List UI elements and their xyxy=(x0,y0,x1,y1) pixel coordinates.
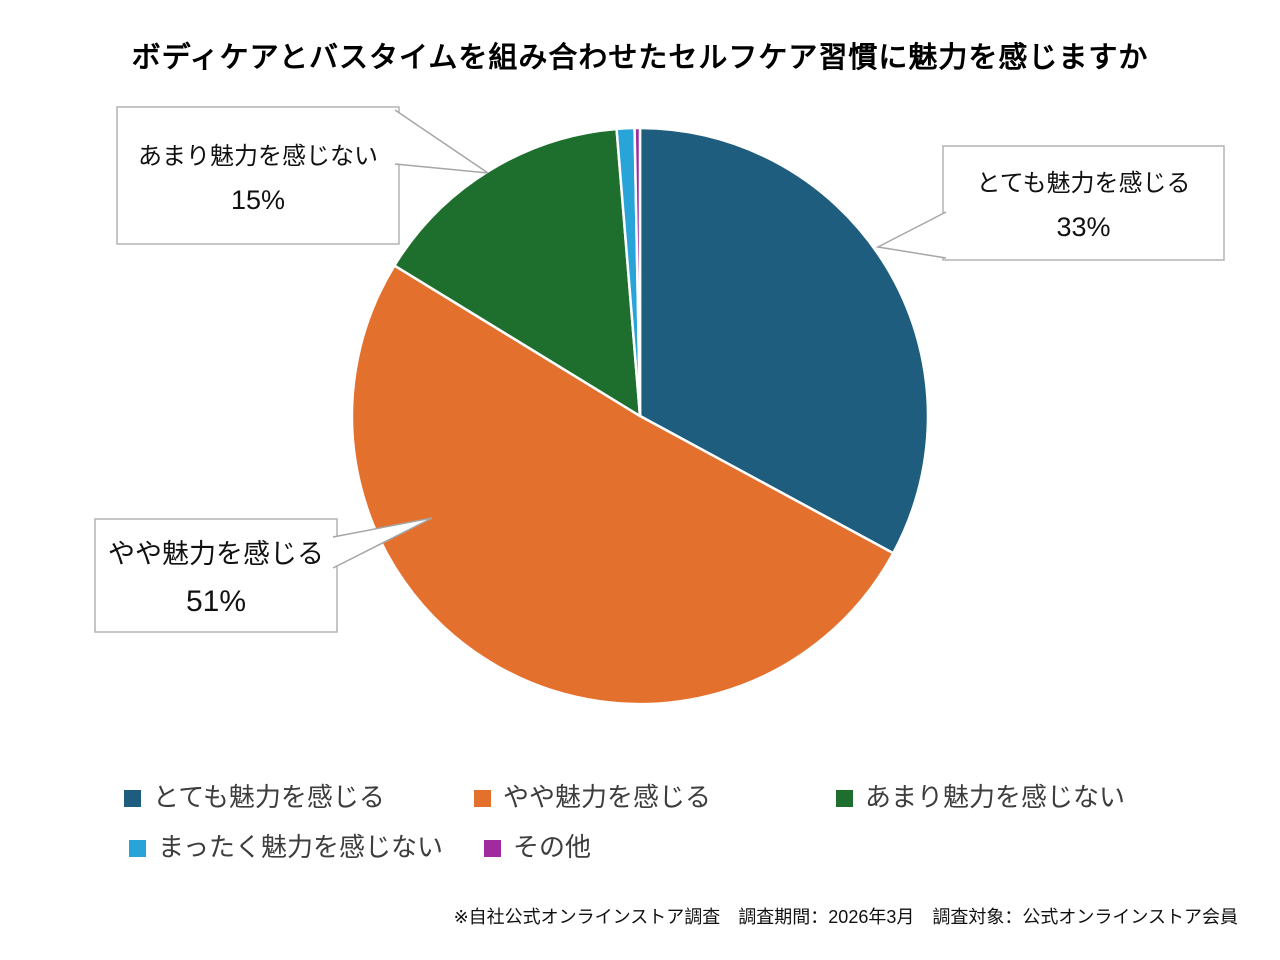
legend-label: まったく魅力を感じない xyxy=(158,832,443,862)
pie xyxy=(350,126,930,706)
callout-pointer-outline xyxy=(394,109,489,174)
legend-item-not-at-all-appealing: まったく魅力を感じない xyxy=(129,832,443,862)
pie-slice-0 xyxy=(638,126,930,555)
callout-pointer-very-appealing xyxy=(878,212,946,258)
callout-box-very-appealing xyxy=(942,145,1225,261)
pie-slice-1 xyxy=(350,264,895,706)
callout-boxes xyxy=(94,106,1225,633)
callout-pointer-outline xyxy=(332,517,433,569)
legend-swatch xyxy=(836,789,853,807)
legend-item-very-appealing: とても魅力を感じる xyxy=(124,782,385,812)
callout-box-somewhat-appealing xyxy=(94,518,338,633)
callout-label: やや魅力を感じる xyxy=(108,539,324,569)
legend-swatch xyxy=(484,839,501,857)
callout-value: 33% xyxy=(1056,212,1111,242)
callout-somewhat-appealing: やや魅力を感じる 51% xyxy=(95,519,337,632)
legend-item-other: その他 xyxy=(484,832,591,862)
callout-label: あまり魅力を感じない xyxy=(138,142,378,170)
callout-value: 51% xyxy=(185,585,247,618)
legend-item-not-very-appealing: あまり魅力を感じない xyxy=(836,782,1125,812)
pie-slice-2 xyxy=(393,127,642,418)
legend-label: その他 xyxy=(513,832,592,862)
legend-label: やや魅力を感じる xyxy=(503,782,712,812)
legend-label: とても魅力を感じる xyxy=(153,782,385,812)
legend-swatch xyxy=(129,839,146,857)
callout-pointers xyxy=(332,109,947,569)
legend-item-somewhat-appealing: やや魅力を感じる xyxy=(474,782,711,812)
chart-title: ボディケアとバスタイムを組み合わせたセルフケア習慣に魅力を感じますか xyxy=(131,42,1149,74)
legend-label: あまり魅力を感じない xyxy=(865,782,1126,812)
callout-not-very-appealing: あまり魅力を感じない 15% xyxy=(117,107,399,244)
callout-very-appealing: とても魅力を感じる 33% xyxy=(943,146,1224,260)
legend-swatch xyxy=(474,789,491,807)
callout-box-not-very-appealing xyxy=(116,106,400,245)
pie-slice-4 xyxy=(633,126,642,418)
legend-swatch xyxy=(124,789,141,807)
callout-label: とても魅力を感じる xyxy=(976,170,1191,197)
callout-pointer-outline xyxy=(875,211,947,259)
callout-value: 15% xyxy=(230,184,286,215)
survey-note: ※自社公式オンラインストア調査 調査期間：2026年3月 調査対象：公式オンライ… xyxy=(453,907,1238,927)
